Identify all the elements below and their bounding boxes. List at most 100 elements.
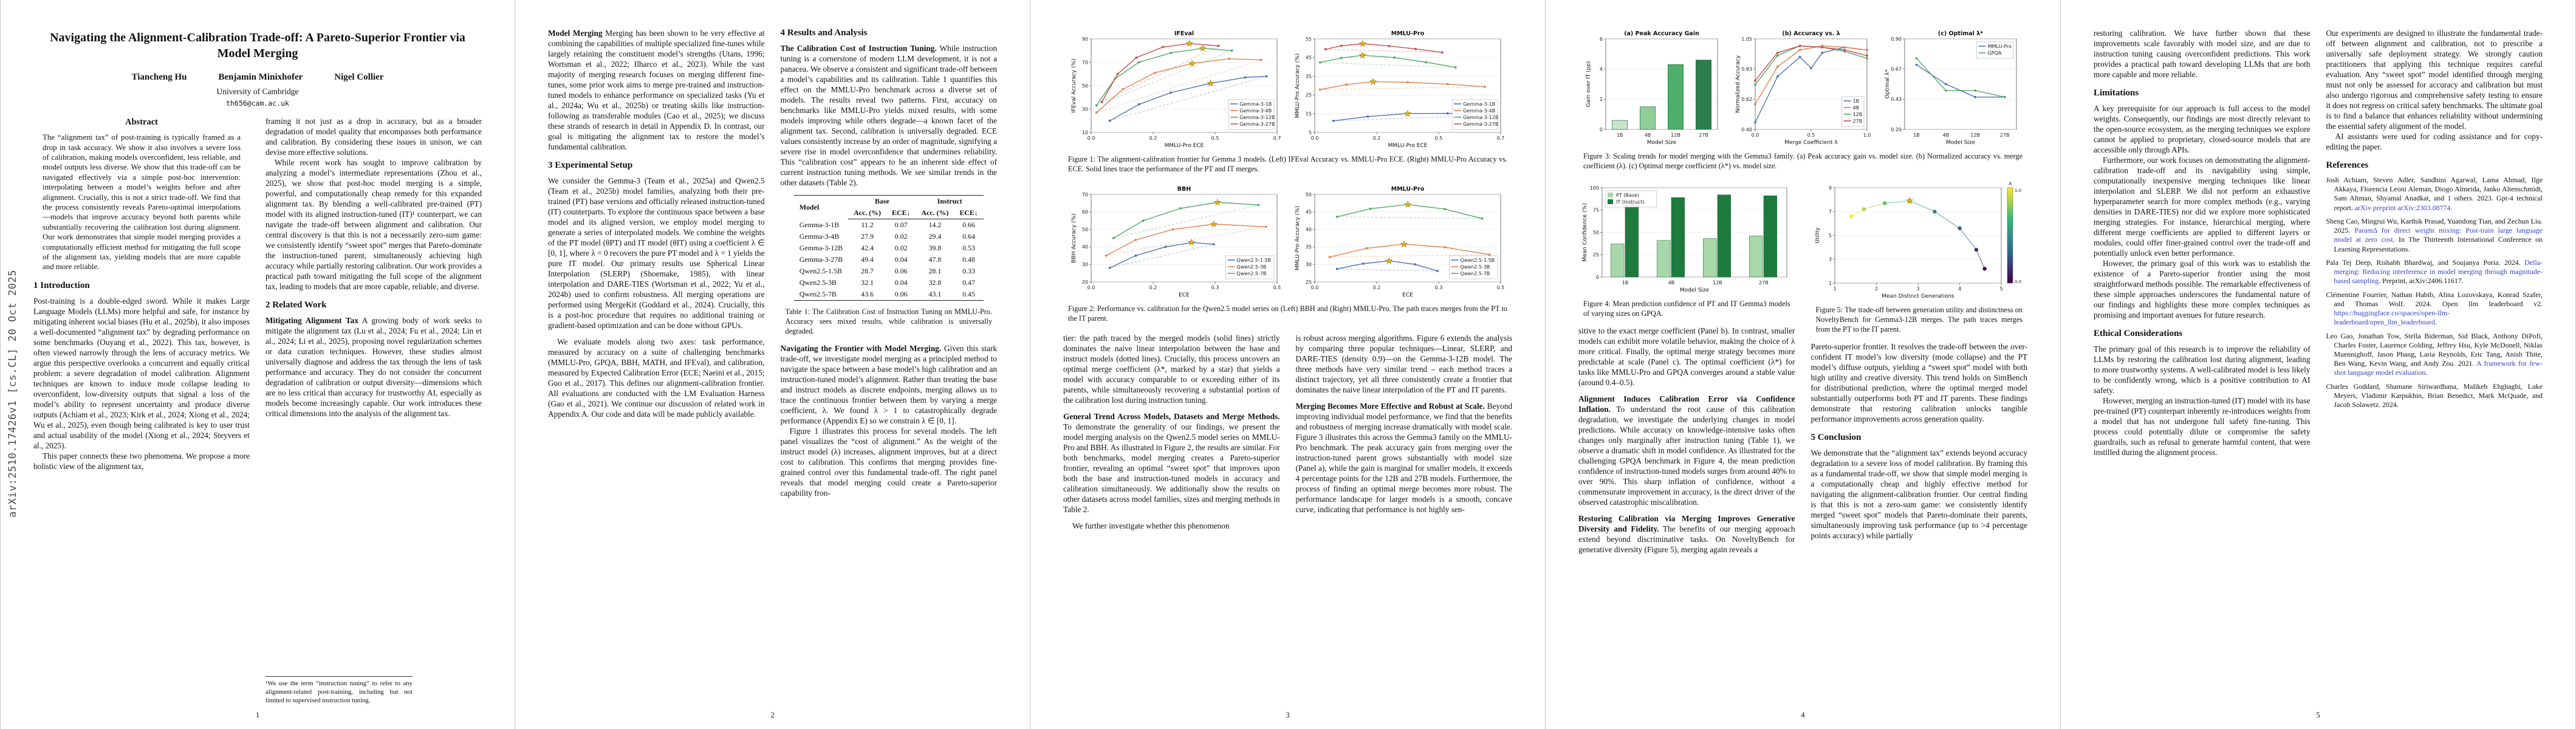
svg-text:(b) Accuracy vs. λ: (b) Accuracy vs. λ (1782, 30, 1840, 37)
reference-link[interactable]: A framework for few-shot language model … (2334, 359, 2543, 377)
paragraph: However, the primary goal of this work w… (2094, 259, 2311, 320)
svg-text:(a) Peak Accuracy Gain: (a) Peak Accuracy Gain (1624, 30, 1699, 37)
svg-text:0: 0 (1599, 127, 1602, 132)
svg-text:Optimal λ*: Optimal λ* (1885, 69, 1891, 99)
page2-left-column: Model Merging Merging has been shown to … (548, 28, 765, 705)
paragraph: A key prerequisite for our approach is f… (2094, 104, 2311, 154)
svg-text:0.3: 0.3 (1211, 285, 1219, 290)
table-row: Gemma-3-1B 11.2 0.07 14.2 0.66 (799, 220, 975, 229)
reference-link[interactable]: arXiv preprint arXiv:2303.08774 (2354, 203, 2451, 212)
page-number: 3 (1286, 711, 1290, 719)
affiliation: University of Cambridge (216, 87, 299, 97)
table-header-row: Model Base Instruct (793, 195, 984, 219)
svg-text:35: 35 (1305, 74, 1311, 79)
paragraph-text: To understand the root cause of this cal… (1578, 405, 1795, 507)
author-name: Nigel Collier (334, 72, 384, 83)
page5-right-column: Our experiments are designed to illustra… (2326, 28, 2543, 705)
paper-title: Navigating the Alignment-Calibration Tra… (50, 31, 465, 60)
reference-link[interactable]: https://huggingface.co/spaces/open-llm-l… (2334, 309, 2450, 327)
svg-text:★: ★ (1358, 51, 1366, 61)
svg-text:90: 90 (1081, 36, 1088, 42)
authors-row: Tiancheng Hu Benjamin Minixhofer Nigel C… (33, 72, 482, 83)
reference-text: . (2434, 318, 2437, 327)
svg-text:0.5: 0.5 (1273, 285, 1281, 290)
page1-left-column: Abstract The “alignment tax” of post-tra… (33, 116, 250, 705)
page3-right-column: is robust across merging algorithms. Fig… (1296, 333, 1513, 705)
svg-text:5: 5 (1999, 286, 2002, 292)
svg-text:25: 25 (1305, 279, 1311, 285)
svg-text:5: 5 (1308, 130, 1311, 135)
reference-entry: Josh Achiam, Steven Adler, Sandhini Agar… (2326, 176, 2543, 213)
page2-right-column: 4 Results and Analysis The Calibration C… (781, 28, 998, 705)
svg-text:0.5: 0.5 (1211, 135, 1219, 141)
page4-left-column: 0 25 50 75 100 1B 4B 12B 27B PT (Base) IT (Instruc… (1578, 180, 1795, 705)
svg-text:BBH Accuracy (%): BBH Accuracy (%) (1071, 213, 1077, 263)
table-row: Gemma-3-4B 27.9 0.02 29.4 0.64 (799, 232, 975, 241)
runin-heading: The Calibration Cost of Instruction Tuni… (780, 44, 937, 53)
svg-text:IT (Instruct): IT (Instruct) (1616, 199, 1645, 205)
svg-text:Qwen2.5-7B: Qwen2.5-7B (1236, 271, 1266, 276)
table-subheader-row: Acc. (%) ECE↓ Acc. (%) ECE↓ (794, 207, 984, 219)
runin-heading: Alignment Induces Calibration Error via … (1578, 394, 1795, 414)
reference-link[interactable]: ParamΔ for direct weight mixing: Post-tr… (2334, 226, 2543, 244)
svg-text:★: ★ (1188, 59, 1196, 69)
column-header: Base (848, 195, 916, 207)
svg-text:12B: 12B (1970, 132, 1980, 138)
reference-entry: Clémentine Fourrier, Nathan Habib, Alina… (2326, 290, 2543, 327)
svg-text:Qwen2.5-3B: Qwen2.5-3B (1236, 264, 1266, 270)
svg-text:Gemma-3-1B: Gemma-3-1B (1463, 101, 1495, 107)
paragraph-text: Merging has been shown to be very effect… (548, 29, 765, 151)
svg-text:4B: 4B (1668, 280, 1675, 286)
page1-right-column: framing it not just as a drop in accurac… (265, 116, 482, 705)
paragraph: tier: the path traced by the merged mode… (1063, 334, 1280, 405)
table-row: Gemma-3-12B 42.4 0.02 39.8 0.53 (799, 244, 975, 252)
svg-text:20: 20 (1081, 279, 1088, 285)
paragraph-text: Given this stark trade-off, we investiga… (780, 344, 998, 426)
section-heading-conclusion: 5 Conclusion (1810, 433, 1862, 443)
svg-text:45: 45 (1305, 210, 1311, 215)
svg-text:4: 4 (1599, 66, 1602, 72)
svg-text:15: 15 (1305, 111, 1311, 117)
paragraph: sitive to the exact merge coefficient (P… (1578, 326, 1795, 388)
svg-text:Model Size: Model Size (1945, 140, 1975, 146)
svg-text:27B: 27B (1852, 118, 1862, 124)
abstract-heading: Abstract (125, 117, 158, 128)
svg-text:0.83: 0.83 (1741, 66, 1752, 72)
reference-entry: Charles Goddard, Shamane Siriwardhana, M… (2326, 382, 2543, 410)
svg-text:★: ★ (1369, 77, 1377, 87)
svg-text:Qwen2.5-3B: Qwen2.5-3B (1460, 264, 1490, 270)
paragraph-text: A growing body of work seeks to mitigate… (265, 316, 482, 419)
svg-text:0.5: 0.5 (1496, 285, 1504, 290)
svg-text:0.0: 0.0 (1087, 135, 1095, 141)
page-3: 10 30 50 70 90 0.0 0.2 0.5 0.7 ★ ★ ★ ★ Gemma-3-1B Gemm… (1030, 0, 1546, 729)
reference-text: Clémentine Fourrier, Nathan Habib, Alina… (2326, 290, 2543, 308)
svg-text:MMLU-Pro ECE: MMLU-Pro ECE (1164, 143, 1204, 149)
svg-text:★: ★ (1358, 39, 1366, 49)
page-number: 1 (255, 711, 260, 719)
svg-text:★: ★ (1385, 256, 1393, 266)
svg-text:12B: 12B (1713, 280, 1722, 286)
paragraph: This paper connects these two phenomena.… (33, 451, 250, 471)
svg-text:55: 55 (1305, 36, 1311, 42)
page-2: Model Merging Merging has been shown to … (515, 0, 1030, 729)
column-header: ECE↓ (886, 207, 916, 219)
svg-text:MMLU-Pro Accuracy (%): MMLU-Pro Accuracy (%) (1295, 206, 1301, 271)
runin-heading: General Trend Across Models, Datasets an… (1063, 412, 1280, 422)
svg-text:0.62: 0.62 (1741, 97, 1752, 102)
column-header: ECE↓ (954, 207, 984, 219)
svg-text:0.5: 0.5 (1807, 132, 1815, 138)
svg-text:Utility: Utility (1815, 227, 1821, 244)
abstract-text: The “alignment tax” of post-training is … (43, 133, 241, 272)
reference-link[interactable]: Della-merging: Reducing interference in … (2334, 258, 2543, 286)
paragraph: Navigating the Frontier with Model Mergi… (781, 343, 998, 426)
contact-email[interactable]: th656@cam.ac.uk (226, 99, 289, 108)
paragraph: We demonstrate that the “alignment tax” … (1810, 448, 2028, 541)
svg-text:9: 9 (1829, 185, 1832, 191)
svg-text:0.5: 0.5 (1434, 135, 1442, 141)
svg-text:1B: 1B (1622, 280, 1629, 286)
reference-text: Charles Goddard, Shamane Siriwardhana, M… (2326, 382, 2543, 409)
svg-text:75: 75 (1593, 208, 1599, 213)
svg-text:Qwen2.5-1.5B: Qwen2.5-1.5B (1460, 258, 1495, 263)
svg-text:50: 50 (1305, 192, 1311, 197)
